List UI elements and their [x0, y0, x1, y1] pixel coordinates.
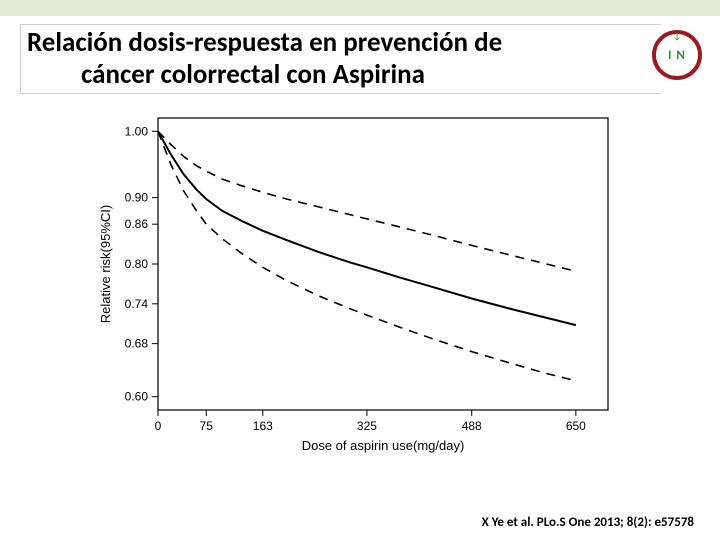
- upper-ci-line: [158, 131, 576, 271]
- dose-response-chart: 0 75 163 325 488 650 0.60 0.68 0.74 0.80 0.86 0.90 1…: [80, 100, 640, 460]
- svg-text:0.68: 0.68: [125, 336, 149, 350]
- slide-title: Relación dosis-respuesta en prevención d…: [21, 25, 661, 93]
- svg-text:0.80: 0.80: [125, 257, 149, 271]
- svg-text:1.00: 1.00: [125, 124, 149, 138]
- citation-text: X Ye et al. PLo.S One 2013; 8(2): e57578: [482, 515, 694, 530]
- svg-text:0: 0: [155, 419, 162, 433]
- chart-container: 0 75 163 325 488 650 0.60 0.68 0.74 0.80 0.86 0.90 1…: [0, 100, 720, 500]
- title-region: Relación dosis-respuesta en prevención d…: [0, 16, 720, 100]
- logo-badge: ↓ I N: [652, 30, 702, 80]
- logo-arrow-icon: ↓: [672, 29, 681, 42]
- top-accent-band: [0, 0, 720, 16]
- center-estimate-line: [158, 131, 576, 325]
- lower-ci-line: [158, 131, 576, 380]
- svg-text:Relative risk(95%CI): Relative risk(95%CI): [98, 204, 113, 322]
- svg-text:75: 75: [200, 419, 214, 433]
- title-box: Relación dosis-respuesta en prevención d…: [20, 24, 661, 94]
- logo-letters: I N: [668, 48, 686, 63]
- title-line-2: cáncer colorrectal con Aspirina: [27, 58, 425, 91]
- svg-text:325: 325: [357, 419, 377, 433]
- svg-text:Dose of aspirin use(mg/day): Dose of aspirin use(mg/day): [302, 438, 465, 453]
- svg-text:650: 650: [566, 419, 586, 433]
- svg-text:163: 163: [253, 419, 273, 433]
- svg-text:0.90: 0.90: [125, 190, 149, 204]
- title-line-1: Relación dosis-respuesta en prevención d…: [27, 26, 502, 59]
- svg-text:0.74: 0.74: [125, 297, 149, 311]
- svg-text:488: 488: [462, 419, 482, 433]
- svg-text:0.86: 0.86: [125, 217, 149, 231]
- svg-text:0.60: 0.60: [125, 389, 149, 403]
